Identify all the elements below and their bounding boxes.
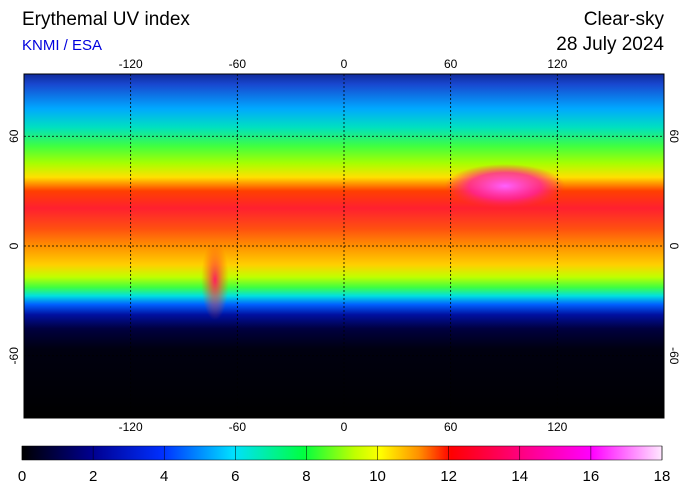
lat-tick-label: -60 [667, 347, 681, 365]
colorbar-tick-label: 6 [231, 468, 239, 485]
colorbar-tick-label: 10 [369, 468, 386, 485]
lon-tick-label: 60 [444, 420, 458, 434]
lon-tick-label: -60 [229, 420, 247, 434]
lat-tick-label: -60 [7, 347, 21, 365]
lon-tick-label: -120 [119, 420, 143, 434]
date: 28 July 2024 [556, 34, 664, 55]
uv-hotspot [201, 240, 229, 320]
graticule: -120 -120 -60 -60 0 0 60 60 120 120 -60 -60 0 0 60 60 [7, 57, 681, 434]
colorbar-tick-label: 2 [89, 468, 97, 485]
lon-tick-label: 120 [547, 57, 567, 71]
lon-tick-label: 60 [444, 57, 458, 71]
colorbar-tick-label: 0 [18, 468, 26, 485]
lat-tick-label: 60 [7, 129, 21, 143]
title: Erythemal UV index [22, 9, 190, 30]
condition: Clear-sky [584, 9, 665, 30]
lon-tick-label: -60 [229, 57, 247, 71]
colorbar-tick-label: 4 [160, 468, 168, 485]
lon-tick-label: 0 [341, 57, 348, 71]
lat-tick-label: 60 [667, 130, 681, 144]
colorbar-tick-label: 8 [302, 468, 310, 485]
colorbar-tick-label: 14 [511, 468, 528, 485]
colorbar-ticks: 0 2 4 6 8 10 12 14 16 18 [18, 446, 671, 485]
lon-tick-label: 0 [341, 420, 348, 434]
colorbar [21, 445, 663, 461]
lon-tick-label: -120 [119, 57, 143, 71]
lon-tick-label: 120 [547, 420, 567, 434]
lat-tick-label: 0 [667, 243, 681, 250]
source: KNMI / ESA [22, 37, 102, 54]
colorbar-tick-label: 12 [440, 468, 457, 485]
colorbar-tick-label: 18 [654, 468, 671, 485]
map-frame [23, 73, 665, 419]
lat-tick-label: 0 [7, 242, 21, 249]
uv-hotspot [445, 164, 565, 208]
colorbar-tick-label: 16 [583, 468, 600, 485]
